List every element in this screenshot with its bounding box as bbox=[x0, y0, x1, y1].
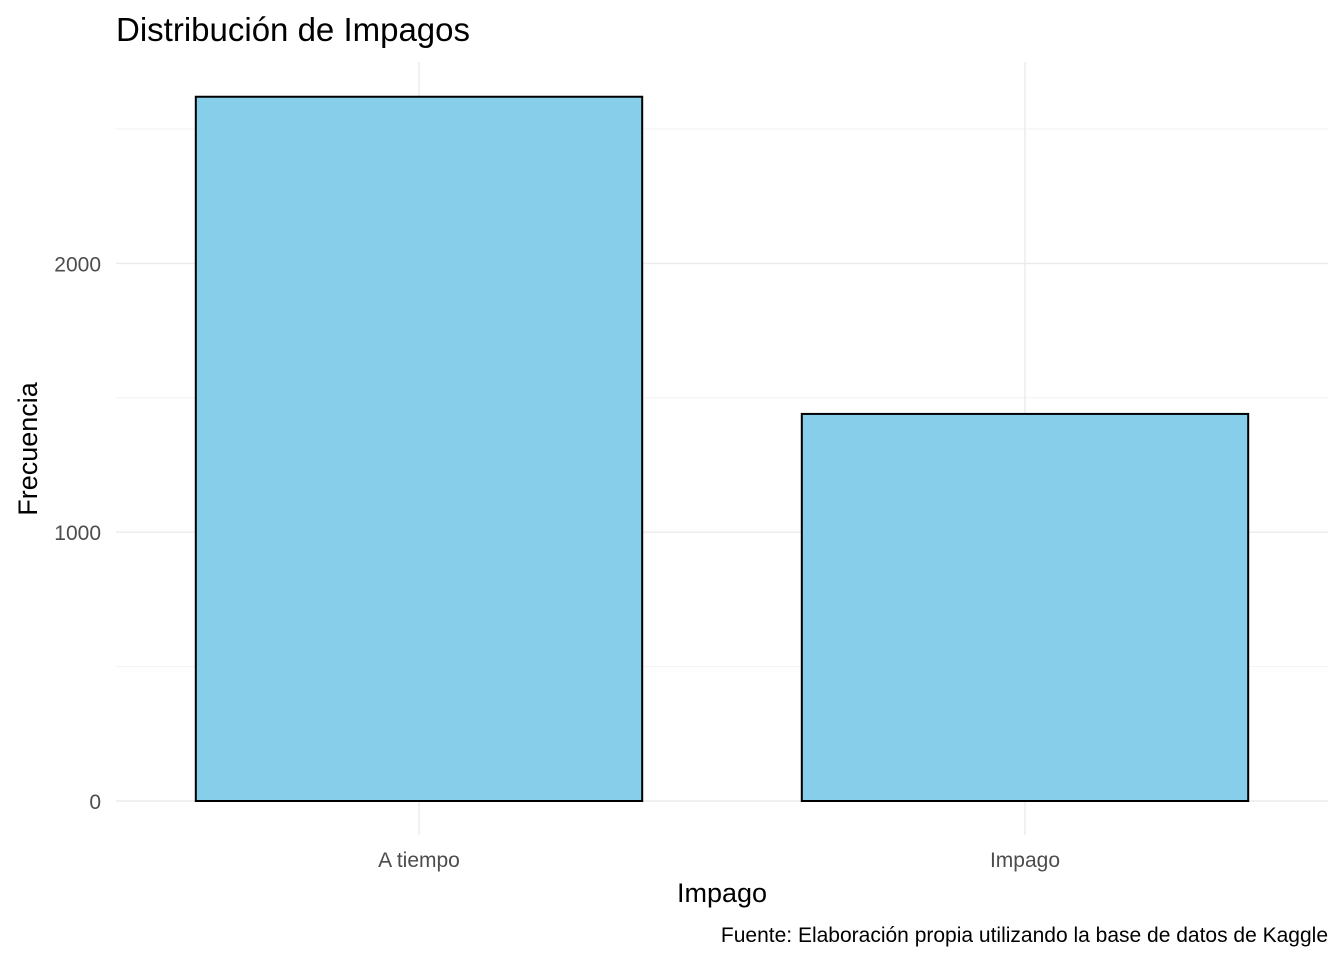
bar-a-tiempo bbox=[194, 95, 644, 802]
x-tick-label: Impago bbox=[990, 849, 1060, 872]
y-tick-label: 1000 bbox=[54, 522, 101, 545]
chart-title: Distribución de Impagos bbox=[116, 11, 470, 48]
chart-caption: Fuente: Elaboración propia utilizando la… bbox=[721, 924, 1328, 947]
x-tick-label: A tiempo bbox=[378, 849, 460, 872]
bars bbox=[194, 95, 1250, 802]
x-axis-title: Impago bbox=[677, 878, 767, 908]
y-axis-title: Frecuencia bbox=[13, 381, 43, 516]
tick-labels: 0 1000 2000 A tiempo Impago bbox=[54, 253, 1060, 872]
y-tick-label: 2000 bbox=[54, 253, 101, 276]
y-tick-label: 0 bbox=[89, 791, 101, 814]
bar-impago bbox=[800, 412, 1250, 802]
